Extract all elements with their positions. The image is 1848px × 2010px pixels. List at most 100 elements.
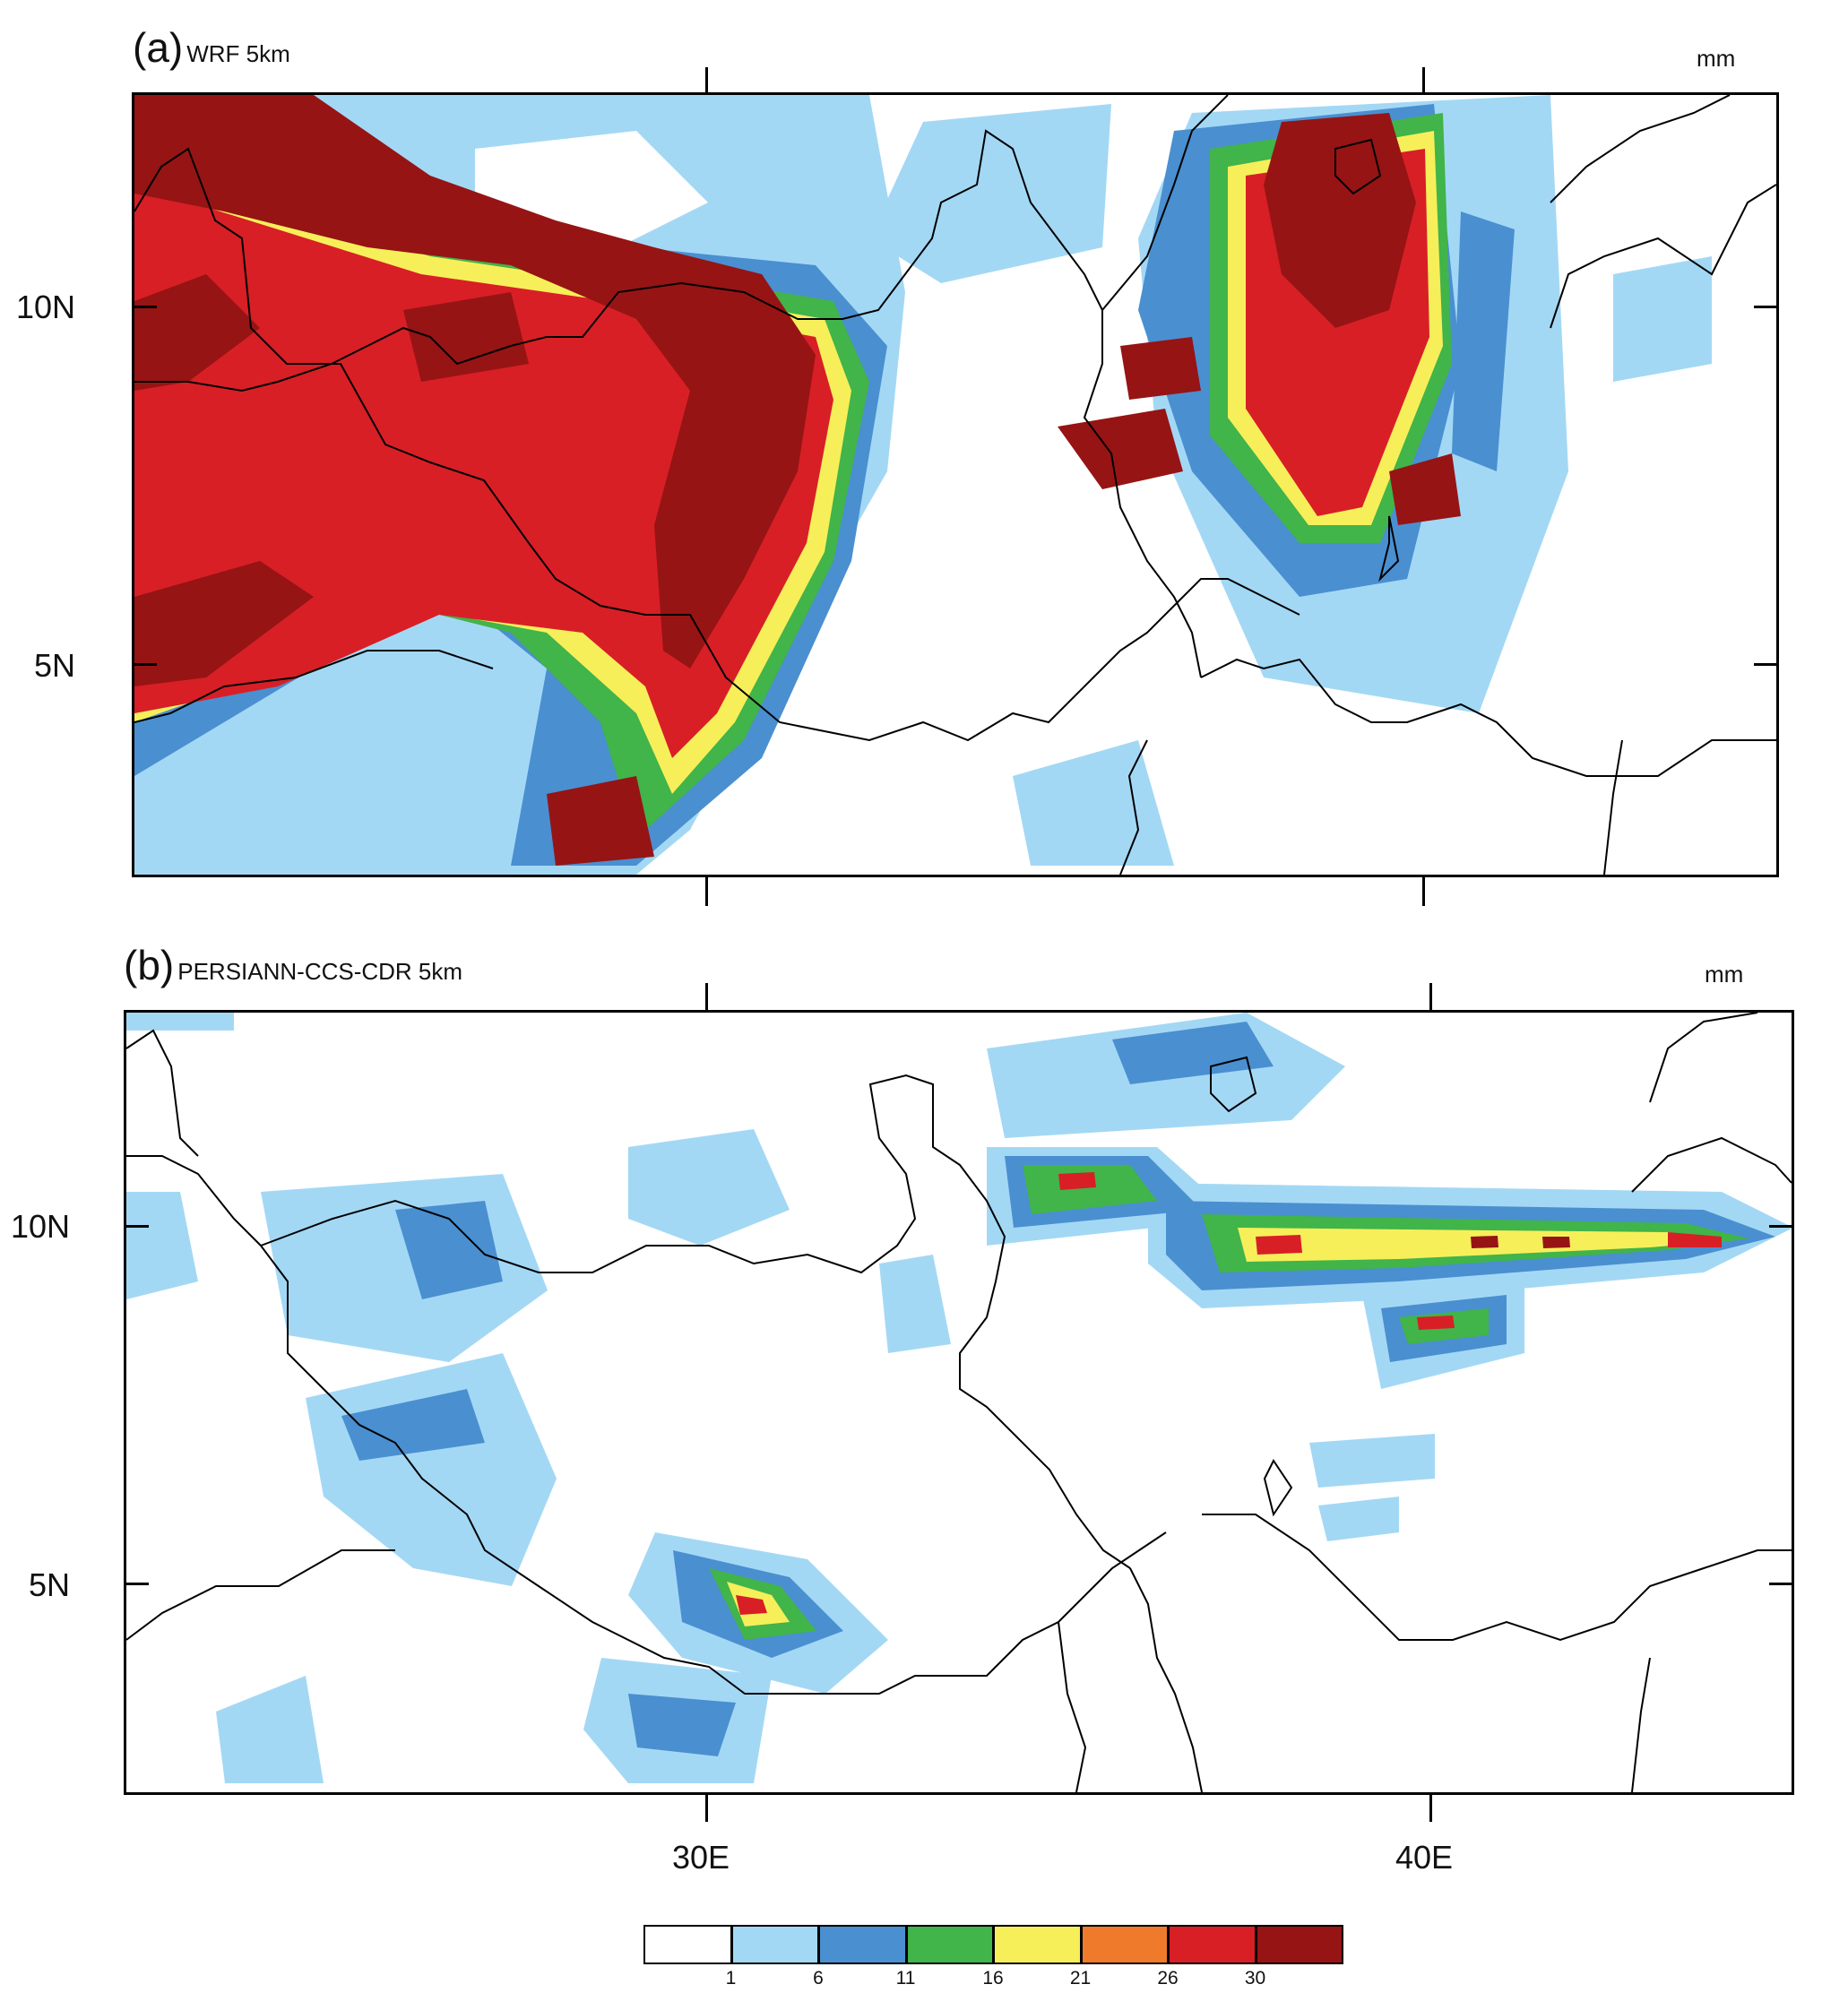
panel-b-precip-field: [126, 1013, 1792, 1783]
panel-b-map-svg: [126, 1013, 1792, 1792]
panel-a-precip-field: [134, 95, 1712, 875]
lon-tick: [1429, 1795, 1432, 1822]
precip-darkred-core: [134, 561, 314, 686]
lat-label-10n: 10N: [16, 289, 76, 325]
precip-mid-area: [1452, 211, 1515, 471]
panel-a-label: (a): [133, 24, 184, 71]
colorbar-swatch: [643, 1925, 732, 1964]
country-border: [1631, 1136, 1792, 1193]
precip-low-area: [126, 1013, 234, 1031]
precip-darkred-core: [403, 292, 529, 382]
colorbar-swatch: [1168, 1925, 1256, 1964]
precip-darkred-core: [1471, 1236, 1498, 1248]
colorbar-level-label: 6: [813, 1968, 824, 1988]
precip-low-area: [261, 1174, 548, 1362]
country-border: [1378, 515, 1400, 582]
lat-label-10n: 10N: [11, 1208, 71, 1245]
panel-a-map: [132, 92, 1779, 877]
precip-mid-area: [628, 1694, 736, 1756]
precip-darkred-core: [1542, 1237, 1570, 1248]
precip-low-area: [869, 104, 1111, 283]
lat-tick: [132, 663, 157, 666]
panel-b-map: [124, 1010, 1794, 1795]
precip-low-area: [126, 1192, 198, 1299]
country-border: [1631, 1657, 1651, 1792]
precip-mid-area: [1112, 1022, 1274, 1084]
panel-a-title: (a) WRF 5km: [133, 23, 290, 72]
colorbar-swatch: [730, 1925, 819, 1964]
lat-tick: [1769, 1225, 1794, 1228]
colorbar-level-label: 16: [982, 1968, 1004, 1988]
lon-tick: [1422, 67, 1425, 92]
precip-mid-area: [341, 1389, 485, 1461]
precip-low-area: [1309, 1434, 1435, 1488]
lat-tick: [132, 306, 157, 308]
precip-red-spot: [1417, 1316, 1455, 1330]
country-border: [1202, 1514, 1792, 1642]
precip-darkred-core: [134, 274, 260, 391]
lon-tick: [705, 983, 708, 1010]
precip-darkred-core: [1120, 337, 1201, 400]
panel-a-units: mm: [1697, 45, 1736, 72]
lat-tick: [1769, 1583, 1794, 1585]
country-border: [1649, 1013, 1758, 1103]
country-border: [1603, 739, 1623, 875]
country-border: [1334, 138, 1382, 195]
lon-tick: [1429, 983, 1432, 1010]
panel-a-borders: [134, 95, 1776, 875]
precip-darkred-core: [1389, 453, 1461, 525]
lat-tick: [1754, 663, 1779, 666]
country-border: [126, 1029, 199, 1157]
precip-red-spot: [1668, 1232, 1722, 1247]
colorbar-swatch: [1080, 1925, 1169, 1964]
country-border: [260, 1074, 1131, 1569]
precip-low-area: [1318, 1497, 1399, 1541]
country-border: [1550, 95, 1731, 203]
precip-darkred-core: [547, 776, 654, 866]
panel-b-borders: [126, 1013, 1792, 1792]
precip-low-area: [1013, 740, 1174, 866]
colorbar-swatch: [818, 1925, 907, 1964]
country-border: [134, 129, 1202, 678]
country-border: [134, 650, 494, 723]
lon-tick: [705, 67, 708, 92]
country-border: [1058, 1621, 1087, 1792]
colorbar-swatch: [905, 1925, 994, 1964]
precip-darkred-core: [134, 95, 816, 669]
lon-label-30e: 30E: [672, 1839, 730, 1876]
lat-tick: [124, 1225, 149, 1228]
country-border: [1101, 95, 1229, 311]
colorbar-level-label: 21: [1069, 1968, 1092, 1988]
colorbar-labels: 1 6 11 16 21 26 30: [643, 1968, 1343, 1995]
colorbar-level-label: 1: [725, 1968, 737, 1988]
country-border: [134, 147, 1300, 742]
lat-label-5n: 5N: [29, 1566, 71, 1603]
precip-low-area: [216, 1676, 324, 1783]
lat-label-5n: 5N: [34, 647, 76, 684]
panel-b-title: (b) PERSIANN-CCS-CDR 5km: [124, 941, 462, 989]
lon-tick: [705, 1795, 708, 1822]
panel-b-units: mm: [1705, 961, 1744, 988]
country-border: [1550, 184, 1776, 329]
country-border: [1210, 1056, 1257, 1113]
colorbar-level-label: 30: [1244, 1968, 1266, 1988]
colorbar-swatch: [1255, 1925, 1343, 1964]
panel-b-name: PERSIANN-CCS-CDR 5km: [177, 958, 463, 985]
colorbar-level-label: 26: [1157, 1968, 1179, 1988]
precip-darkred-core: [1058, 409, 1183, 489]
precip-green-area: [1023, 1165, 1157, 1214]
precip-red-spot: [736, 1595, 767, 1615]
precip-low-area: [1613, 256, 1712, 382]
lat-tick: [1754, 306, 1779, 308]
panel-a-name: WRF 5km: [186, 40, 290, 67]
precip-low-area: [879, 1255, 951, 1353]
panel-b-label: (b): [124, 942, 175, 988]
panel-a-map-svg: [134, 95, 1776, 875]
country-border: [1263, 1459, 1293, 1517]
colorbar-swatch: [993, 1925, 1082, 1964]
country-border: [1119, 739, 1148, 875]
precip-low-area: [628, 1129, 790, 1246]
country-border: [260, 1245, 1167, 1695]
precip-red-spot: [1256, 1235, 1302, 1255]
